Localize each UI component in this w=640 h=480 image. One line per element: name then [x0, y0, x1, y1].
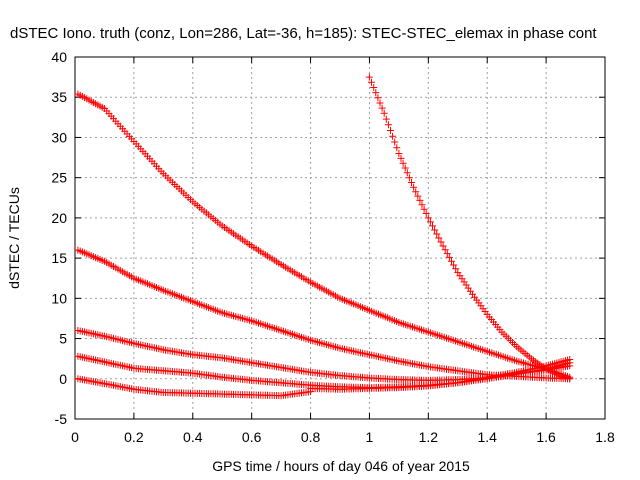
data-series-5	[74, 375, 315, 400]
x-tick-label: 0.2	[124, 429, 144, 445]
data-point	[389, 132, 397, 140]
x-tick-label: 0	[71, 429, 79, 445]
x-tick-label: 0.8	[301, 429, 321, 445]
data-point	[566, 375, 574, 383]
x-tick-label: 1.4	[477, 429, 497, 445]
data-point	[401, 164, 409, 172]
data-point	[420, 205, 428, 213]
data-points	[74, 73, 574, 400]
axis-ticks: 0 0.2 0.4 0.6 0.8 1 1.2 1.4 1.6 1.8-5051015202530…	[51, 49, 615, 445]
data-point	[424, 214, 432, 222]
data-point	[382, 115, 390, 123]
data-series-2	[74, 246, 574, 383]
data-point	[399, 159, 407, 167]
data-point	[395, 150, 403, 157]
data-point	[408, 179, 415, 186]
data-point	[418, 201, 426, 209]
data-point	[429, 222, 436, 230]
y-axis-title: dSTEC / TECUs	[6, 187, 22, 289]
data-point	[372, 89, 380, 97]
y-tick-label: 10	[51, 290, 67, 306]
data-point	[384, 121, 392, 129]
y-tick-label: -5	[55, 411, 68, 427]
data-point	[445, 253, 453, 261]
y-tick-label: 40	[51, 49, 67, 65]
data-point	[433, 230, 441, 238]
x-tick-label: 1.6	[536, 429, 556, 445]
chart-title: dSTEC Iono. truth (conz, Lon=286, Lat=-3…	[10, 25, 597, 42]
y-tick-label: 5	[59, 331, 67, 347]
y-tick-label: 30	[51, 129, 67, 145]
data-point	[397, 154, 405, 162]
data-point	[439, 242, 447, 250]
x-tick-label: 0.6	[242, 429, 262, 445]
data-point	[416, 196, 424, 204]
data-point	[374, 94, 382, 102]
data-point	[410, 183, 418, 191]
y-tick-label: 15	[51, 250, 67, 266]
y-tick-label: 35	[51, 89, 67, 105]
data-point	[376, 99, 384, 107]
data-point	[387, 127, 394, 134]
data-series-7	[365, 73, 574, 383]
data-point	[448, 257, 455, 265]
y-tick-label: 0	[59, 371, 67, 387]
data-point	[426, 218, 434, 226]
data-point	[365, 73, 373, 81]
x-tick-label: 1.2	[419, 429, 439, 445]
data-point	[443, 250, 451, 258]
data-point	[422, 210, 430, 217]
y-tick-label: 20	[51, 210, 67, 226]
data-point	[435, 234, 443, 242]
plot-frame	[74, 56, 606, 420]
data-series-1	[74, 90, 574, 381]
data-point	[566, 356, 574, 363]
data-point	[441, 246, 449, 254]
data-point	[405, 174, 413, 182]
x-axis-title: GPS time / hours of day 046 of year 2015	[212, 458, 470, 474]
data-point	[412, 188, 420, 196]
data-point	[414, 192, 422, 200]
data-point	[393, 144, 401, 152]
data-point	[437, 238, 445, 246]
data-point	[391, 138, 399, 146]
data-point	[431, 226, 439, 234]
data-point	[450, 261, 458, 269]
data-point	[403, 169, 411, 177]
data-point	[370, 84, 378, 91]
data-point	[380, 109, 388, 117]
data-point	[368, 78, 375, 86]
x-tick-label: 1.8	[595, 429, 615, 445]
x-tick-label: 1	[366, 429, 374, 445]
data-point	[378, 104, 386, 112]
y-tick-label: 25	[51, 170, 67, 186]
data-point	[452, 265, 460, 273]
x-tick-label: 0.4	[183, 429, 203, 445]
